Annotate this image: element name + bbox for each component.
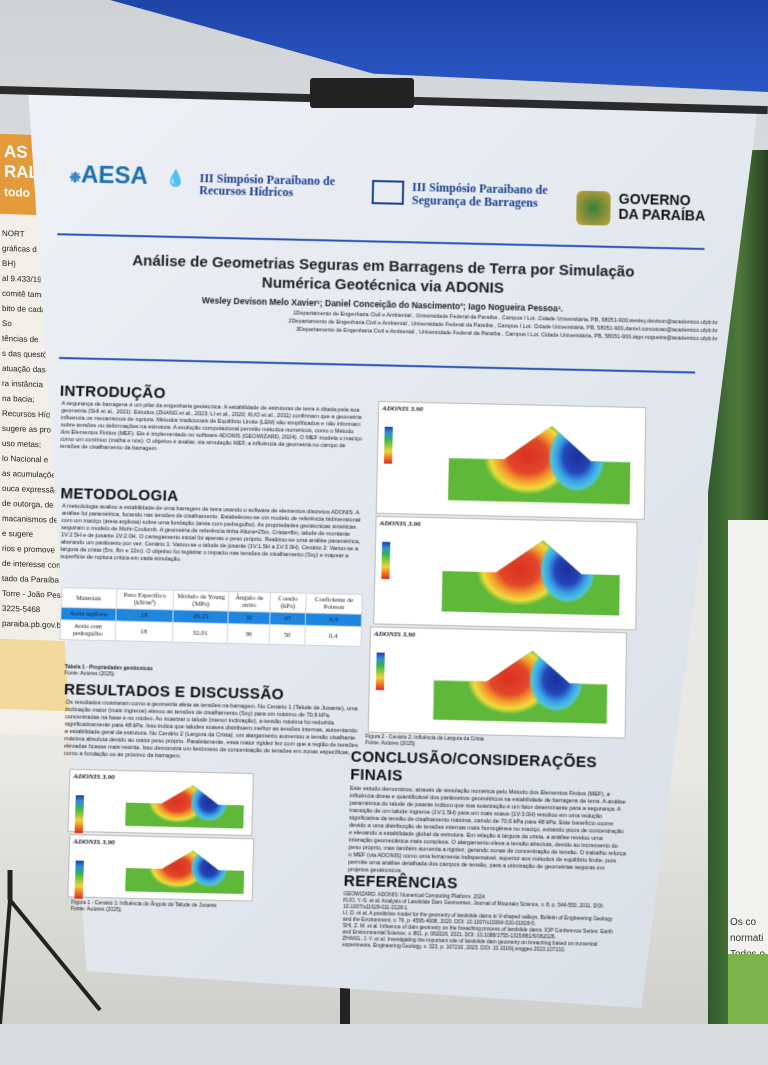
references-heading: REFERÊNCIAS (343, 872, 458, 893)
table-cell: 0,4 (305, 625, 362, 647)
banner-pole (340, 960, 350, 1024)
right-sign: Os co normati Todos o (728, 520, 768, 1024)
references-list: GEOWIZARD. ADONIS: Numerical Computing P… (342, 891, 616, 955)
color-scale (74, 860, 84, 899)
logo-line: DA PARAÍBA (618, 205, 706, 224)
table-caption: Tabela 1 - Propriedades geotécnicas Font… (64, 664, 153, 679)
column-header: Módulo de Young (MPa) (173, 590, 230, 612)
recursos-hidricos-logo: 💧 III Simpósio Paraibano de Recursos Híd… (165, 170, 335, 199)
software-label: ADONIS 3.90 (373, 629, 416, 639)
stress-contour-plot (121, 779, 239, 807)
table-cell: 36 (227, 623, 270, 645)
color-scale (381, 541, 391, 580)
figure-2a: ADONIS 3.90 (375, 400, 647, 520)
water-drop-icon: 💧 (165, 170, 186, 188)
divider (59, 356, 696, 374)
figure-2b: ADONIS 3.90 (373, 515, 638, 631)
properties-table: Materiais Peso Específico (kN/m³) Módulo… (59, 587, 363, 647)
method-heading: METODOLOGIA (60, 484, 179, 506)
stress-contour-plot (121, 844, 238, 869)
results-text: Os resultados mostraram como a geometria… (63, 699, 358, 760)
dam-icon (371, 179, 405, 205)
column-header: Peso Específico (kN/m³) (115, 588, 174, 610)
table-cell: 50 (268, 624, 306, 646)
figure-2c: ADONIS 3.90 (367, 626, 628, 739)
column-header: Ângulo de atrito (228, 591, 271, 613)
figure-1-caption: Figura 1 - Cenário 1: Influência do Ângu… (71, 900, 217, 916)
intro-heading: INTRODUÇÃO (59, 382, 166, 403)
software-label: ADONIS 3.90 (73, 837, 115, 847)
software-label: ADONIS 3.90 (379, 519, 421, 529)
table-cell: 47 (269, 612, 306, 626)
table-cell: 32 (228, 611, 270, 625)
table-cell: Areia com pedregulho (60, 619, 116, 641)
green-band (728, 954, 768, 1024)
state-coat-of-arms-icon (576, 190, 611, 226)
governo-paraiba-logo: GOVERNO DA PARAÍBA (576, 190, 706, 226)
table-cell: 32,01 (172, 622, 229, 644)
color-scale (74, 795, 85, 834)
column-header: Coeficiente de Poisson (305, 593, 363, 615)
aesa-logo: ❉AESA (69, 161, 149, 191)
logo-line: Segurança de Barragens (411, 192, 538, 210)
figure-1b: ADONIS 3.90 (67, 833, 255, 902)
column-header: Materiais (61, 587, 117, 609)
sign-line: Os co (730, 917, 757, 928)
divider (57, 233, 705, 250)
conclusion-text: Este estudo demonstrou, através de simul… (348, 785, 627, 875)
tripod-stand (0, 870, 102, 1024)
color-scale (383, 426, 393, 464)
stress-contour-plot (425, 641, 596, 708)
color-scale (375, 652, 385, 691)
sign-line: normati (730, 933, 764, 944)
aesa-wave-icon: ❉ (69, 169, 82, 186)
conclusion-heading: CONCLUSÃO/CONSIDERAÇÕES FINAIS (350, 748, 597, 789)
figure-1a: ADONIS 3.90 (67, 768, 254, 837)
software-label: ADONIS 3.90 (382, 404, 424, 414)
figure-2-caption: Figura 2 - Cenário 2: Influência da Larg… (365, 734, 484, 749)
stress-contour-plot (441, 418, 624, 498)
stress-contour-plot (433, 530, 611, 604)
software-label: ADONIS 3.90 (73, 771, 115, 782)
aesa-logo-text: AESA (80, 161, 149, 190)
seguranca-barragens-logo: III Simpósio Paraibano de Segurança de B… (371, 180, 548, 210)
column-header: Coesão (kPa) (269, 592, 307, 613)
intro-text: A segurança de barragens é um pilar da e… (59, 400, 363, 453)
table-cell: 18 (114, 621, 173, 643)
method-text: A metodologia avaliou a estabilidade de … (60, 503, 361, 563)
banner-clip (310, 78, 414, 108)
